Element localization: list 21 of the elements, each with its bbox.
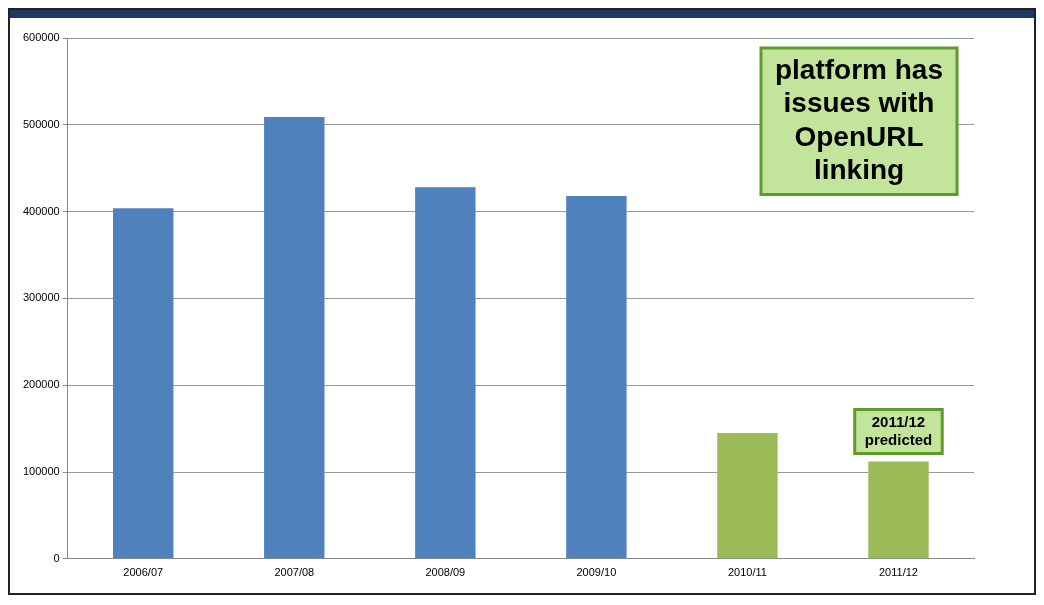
x-tick-label: 2007/08 [274,566,315,579]
y-tick-label: 0 [53,551,60,564]
bar [868,461,929,559]
x-tick-label: 2011/12 [879,566,918,579]
x-tick-label: 2009/10 [576,566,617,579]
bar [415,187,476,559]
y-tick-label: 100000 [22,465,60,478]
x-tick-label: 2006/07 [123,566,164,579]
y-tick-label: 500000 [22,117,60,130]
bar [717,432,778,559]
y-tick-label: 200000 [22,378,60,391]
bar [264,116,325,559]
y-tick-label: 600000 [22,31,60,44]
bar [566,195,627,559]
bar [113,208,174,559]
annotation: 2011/12 predicted [864,412,933,448]
y-tick-label: 400000 [22,204,60,217]
y-tick-label: 300000 [22,291,60,304]
annotation: platform has issues with OpenURL linking [774,53,944,186]
x-tick-label: 2010/11 [727,566,767,579]
x-tick-label: 2008/09 [425,566,466,579]
